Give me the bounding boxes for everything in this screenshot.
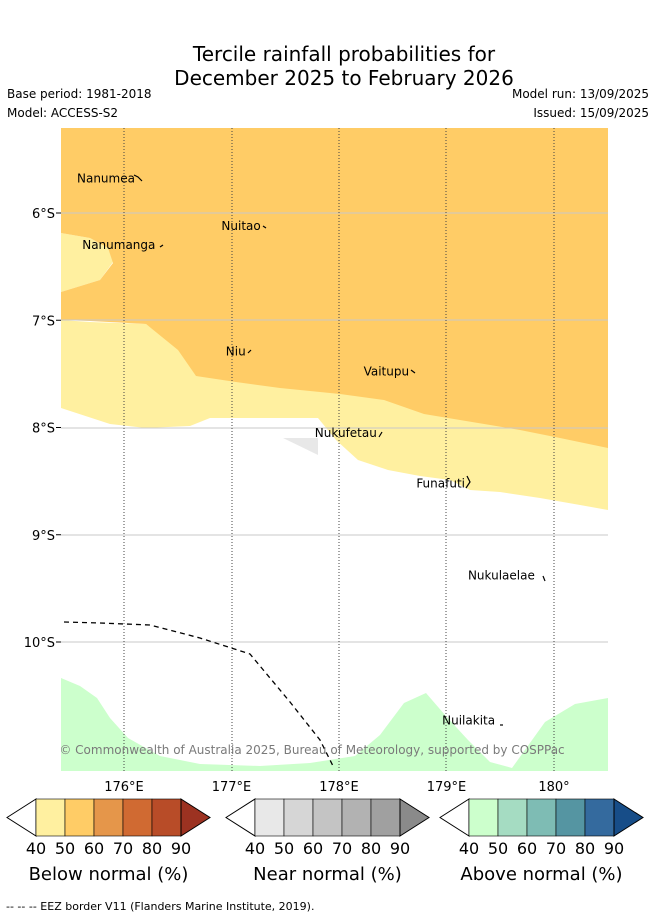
below-normal-60-70-region [61, 128, 608, 448]
colorbar-segment [254, 798, 285, 837]
colorbar-title: Near normal (%) [253, 864, 402, 885]
colorbar-near-normal: 40 50 60 70 80 90 Near normal (%) [225, 798, 430, 885]
colorbar-segment [370, 798, 401, 837]
near-normal-40-50-region [283, 438, 318, 455]
island-nanumanga [159, 244, 164, 248]
probability-shading [61, 128, 608, 771]
lat-tick-label: 9°S [32, 529, 55, 544]
place-label-nuilakita: Nuilakita [442, 713, 495, 727]
island-nanumea [133, 174, 143, 182]
colorbar-extend-low [439, 798, 470, 837]
latitude-gridlines [61, 212, 608, 643]
eez-border-line [63, 621, 335, 769]
place-label-nanumanga: Nanumanga [82, 238, 155, 252]
colorbar-segment [584, 798, 615, 837]
island-funafuti [465, 475, 471, 489]
colorbar-title: Above normal (%) [460, 864, 622, 885]
colorbar-tick-label: 50 [274, 839, 294, 858]
lon-tick-label: 178°E [319, 780, 359, 795]
place-label-nuitao: Nuitao [221, 219, 260, 233]
colorbar-below-normal: 40 50 60 70 80 90 Below normal (%) [6, 798, 211, 885]
lat-tick-label: 6°S [32, 207, 55, 222]
model-run-date: Model run: 13/09/2025 [511, 87, 649, 101]
colorbar-extend-low [6, 798, 37, 837]
colorbar-segment [526, 798, 557, 837]
place-label-nukulaelae: Nukulaelae [468, 569, 535, 583]
colorbar-segment [468, 798, 499, 837]
colorbar-tick-label: 50 [488, 839, 508, 858]
colorbar-extend-high [613, 798, 644, 837]
colorbar-tick-label: 50 [55, 839, 75, 858]
colorbar-tick-label: 70 [546, 839, 566, 858]
lon-tick-label: 176°E [104, 780, 144, 795]
lon-tick-label: 180° [538, 780, 569, 795]
map-title-line-1: Tercile rainfall probabilities for [192, 42, 496, 66]
place-label-niu: Niu [226, 344, 246, 358]
colorbar-segment [93, 798, 124, 837]
colorbar-tick-label: 60 [517, 839, 537, 858]
colorbar-tick-label: 40 [245, 839, 265, 858]
colorbar-tick-label: 80 [361, 839, 381, 858]
copyright-notice: © Commonwealth of Australia 2025, Bureau… [59, 743, 564, 757]
colorbar-segment [35, 798, 66, 837]
island-outlines [133, 174, 546, 726]
eez-border-footnote: -- -- -- EEZ border V11 (Flanders Marine… [6, 900, 315, 913]
colorbar-tick-label: 90 [604, 839, 624, 858]
longitude-gridlines [123, 128, 555, 771]
issued-date: Issued: 15/09/2025 [533, 106, 649, 120]
colorbar-segment [151, 798, 182, 837]
colorbar-above-normal: 40 50 60 70 80 90 Above normal (%) [439, 798, 644, 885]
colorbar-tick-label: 70 [113, 839, 133, 858]
colorbar-segment [283, 798, 314, 837]
lat-tick-label: 8°S [32, 422, 55, 437]
colorbar-extend-high [399, 798, 430, 837]
island-nuitao [262, 225, 267, 229]
island-niu [247, 349, 252, 354]
latitude-tick-labels: 6°S 7°S 8°S 9°S 10°S [24, 207, 61, 651]
colorbar-tick-label: 40 [26, 839, 46, 858]
map-title-line-2: December 2025 to February 2026 [174, 66, 514, 90]
above-normal-40-50-region [61, 678, 608, 771]
place-label-nukufetau: Nukufetau [315, 426, 377, 440]
island-nukulaelae [542, 575, 546, 582]
colorbar-segment [497, 798, 528, 837]
lat-tick-label: 7°S [32, 314, 55, 329]
model-name: Model: ACCESS-S2 [7, 106, 119, 120]
colorbar-segment [312, 798, 343, 837]
colorbar-extend-high [180, 798, 211, 837]
colorbar-segment [555, 798, 586, 837]
below-normal-50-60-region [61, 233, 608, 510]
place-label-nanumea: Nanumea [77, 172, 135, 186]
place-label-funafuti: Funafuti [416, 476, 465, 490]
place-label-vaitupu: Vaitupu [364, 365, 410, 379]
colorbar-tick-label: 90 [171, 839, 191, 858]
colorbar-tick-label: 60 [84, 839, 104, 858]
colorbar-tick-label: 40 [459, 839, 479, 858]
colorbar-segment [122, 798, 153, 837]
island-nukufetau [378, 431, 383, 438]
colorbar-tick-label: 70 [332, 839, 352, 858]
lon-tick-label: 177°E [212, 780, 252, 795]
colorbar-tick-label: 60 [303, 839, 323, 858]
legend-colorbars: 40 50 60 70 80 90 Below normal (%) 40 50 60 70 80 90… [6, 798, 644, 885]
colorbar-tick-label: 90 [390, 839, 410, 858]
lat-tick-label: 10°S [24, 636, 55, 651]
island-vaitupu [410, 369, 416, 374]
base-period: Base period: 1981-2018 [7, 87, 152, 101]
colorbar-tick-label: 80 [142, 839, 162, 858]
colorbar-tick-label: 80 [575, 839, 595, 858]
colorbar-segment [341, 798, 372, 837]
longitude-tick-labels: 176°E 177°E 178°E 179°E 180° [104, 780, 569, 795]
lon-tick-label: 179°E [427, 780, 467, 795]
colorbar-segment [64, 798, 95, 837]
colorbar-extend-low [225, 798, 256, 837]
colorbar-title: Below normal (%) [29, 864, 189, 885]
